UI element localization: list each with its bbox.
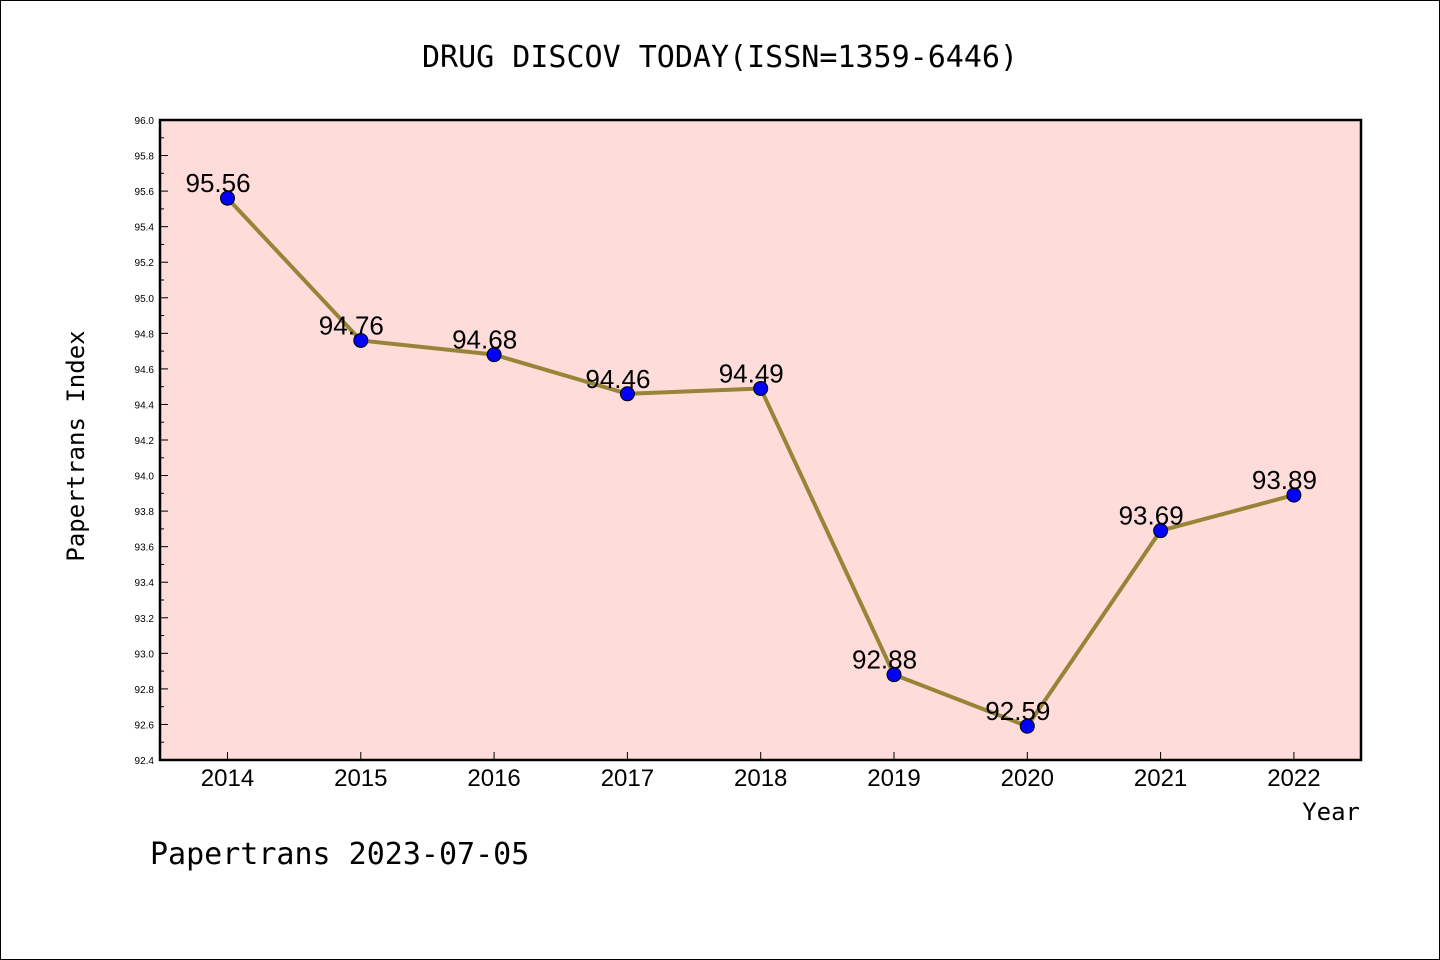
data-point [486, 347, 502, 363]
y-tick-label: 94.2 [135, 436, 155, 447]
y-tick-label: 93.8 [135, 507, 155, 518]
data-point [1286, 487, 1302, 503]
y-tick-label: 95.2 [135, 258, 155, 269]
x-tick-label: 2020 [1001, 765, 1054, 792]
y-tick-label: 92.6 [135, 720, 155, 731]
y-tick-label: 93.4 [135, 578, 155, 589]
data-label: 93.89 [1252, 465, 1317, 495]
data-point [886, 667, 902, 683]
x-tick-label: 2019 [867, 765, 920, 792]
data-point [1019, 718, 1035, 734]
y-tick-label: 93.2 [135, 614, 155, 625]
y-tick-label: 95.4 [135, 223, 155, 234]
data-point [1153, 523, 1169, 539]
series: 95.56 94.76 94.68 94.46 94.49 92.88 92.59 93.69… [186, 168, 1317, 734]
y-tick-label: 94.0 [135, 472, 155, 483]
data-point [753, 380, 769, 396]
data-label: 92.88 [852, 645, 917, 675]
data-label: 94.49 [719, 358, 784, 388]
y-tick-label: 95.6 [135, 187, 155, 198]
x-tick-label: 2015 [334, 765, 387, 792]
plot-area [158, 118, 1363, 762]
y-tick-label: 94.4 [135, 400, 155, 411]
y-tick-label: 93.6 [135, 543, 155, 554]
y-tick-label: 95.0 [135, 294, 155, 305]
y-tick-label: 94.6 [135, 365, 155, 376]
data-label: 94.68 [452, 325, 517, 355]
y-tick-label: 92.8 [135, 685, 155, 696]
data-label: 94.46 [585, 364, 650, 394]
x-tick-label: 2017 [601, 765, 654, 792]
data-point [220, 190, 235, 206]
y-tick-label: 93.0 [135, 649, 155, 660]
data-label: 95.56 [186, 168, 251, 198]
x-tick-label: 2021 [1134, 765, 1187, 792]
y-tick-label: 95.8 [135, 152, 155, 163]
data-point [353, 332, 369, 348]
data-point [619, 386, 635, 402]
x-tick-label: 2014 [201, 765, 254, 792]
x-tick-label: 2022 [1267, 765, 1320, 792]
x-axis: 2014 2015 2016 2017 2018 2019 2020 2021 2022 [201, 752, 1321, 792]
y-tick-label: 92.4 [135, 756, 155, 767]
chart-title: DRUG DISCOV TODAY(ISSN=1359-6446) [422, 40, 1018, 75]
y-tick-label: 94.8 [135, 329, 155, 340]
x-tick-label: 2016 [467, 765, 520, 792]
data-label: 94.76 [319, 310, 384, 340]
data-label: 92.59 [985, 696, 1050, 726]
x-axis-label: Year [1302, 798, 1360, 826]
y-tick-label: 96.0 [135, 116, 155, 127]
y-axis-label: Papertrans Index [62, 330, 90, 561]
x-tick-label: 2018 [734, 765, 787, 792]
y-axis: 92.4 92.6 92.8 93.0 93.2 93.4 93.6 93.8 94.0 94.2… [135, 116, 168, 767]
footer-date: Papertrans 2023-07-05 [150, 837, 529, 872]
data-label: 93.69 [1119, 501, 1184, 531]
